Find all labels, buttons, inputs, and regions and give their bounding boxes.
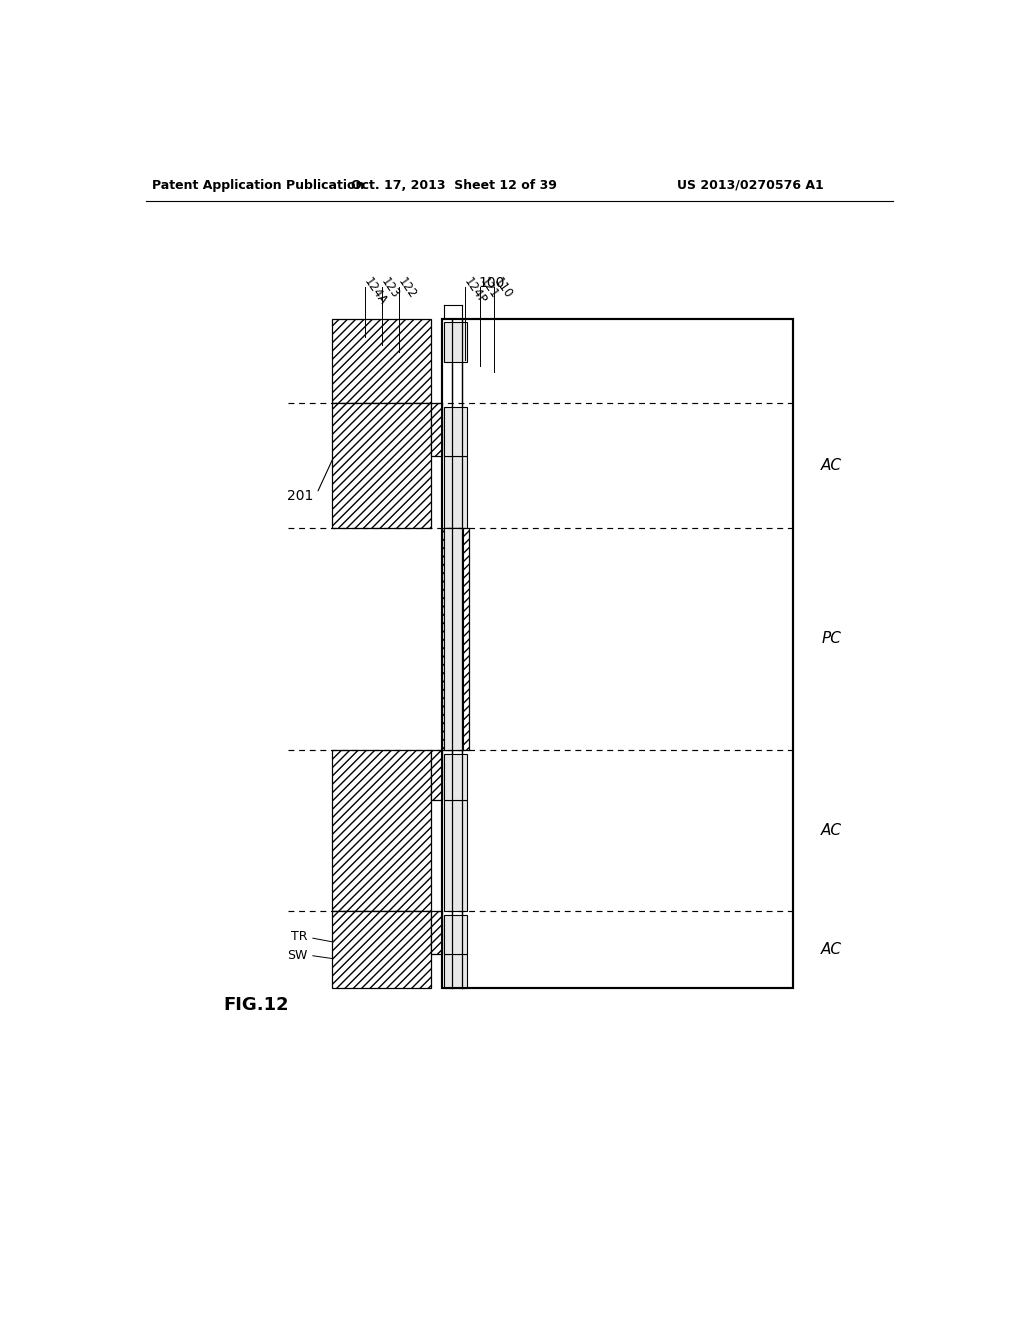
Bar [444, 754, 467, 800]
Bar [431, 404, 442, 455]
Text: Oct. 17, 2013  Sheet 12 of 39: Oct. 17, 2013 Sheet 12 of 39 [351, 178, 557, 191]
Text: 110: 110 [490, 276, 514, 301]
Text: FIG.12: FIG.12 [223, 997, 289, 1014]
Text: 201: 201 [288, 488, 313, 503]
Text: PC: PC [821, 631, 841, 647]
Bar [442, 318, 793, 989]
Text: AC: AC [821, 458, 842, 473]
Text: 122: 122 [395, 276, 419, 301]
Text: AC: AC [821, 942, 842, 957]
Text: 121: 121 [477, 276, 501, 301]
Text: TR: TR [291, 929, 307, 942]
Text: 124P: 124P [462, 276, 489, 308]
Text: 100: 100 [478, 276, 505, 290]
Text: SW: SW [288, 949, 307, 962]
Text: AC: AC [821, 824, 842, 838]
Bar [444, 954, 467, 989]
Bar [333, 911, 431, 989]
Bar [444, 407, 467, 455]
Bar [333, 750, 431, 912]
Bar [333, 404, 431, 528]
Bar [431, 912, 442, 954]
Text: 124A: 124A [361, 276, 390, 308]
Text: US 2013/0270576 A1: US 2013/0270576 A1 [677, 178, 823, 191]
Bar [442, 528, 469, 750]
Bar [333, 318, 431, 404]
Bar [442, 318, 793, 989]
Bar [444, 800, 467, 912]
Bar [444, 455, 467, 528]
Text: Patent Application Publication: Patent Application Publication [153, 178, 365, 191]
Bar [444, 322, 467, 363]
Text: 123: 123 [379, 276, 402, 301]
Bar [444, 528, 463, 750]
Bar [431, 750, 442, 800]
Bar [444, 915, 467, 954]
